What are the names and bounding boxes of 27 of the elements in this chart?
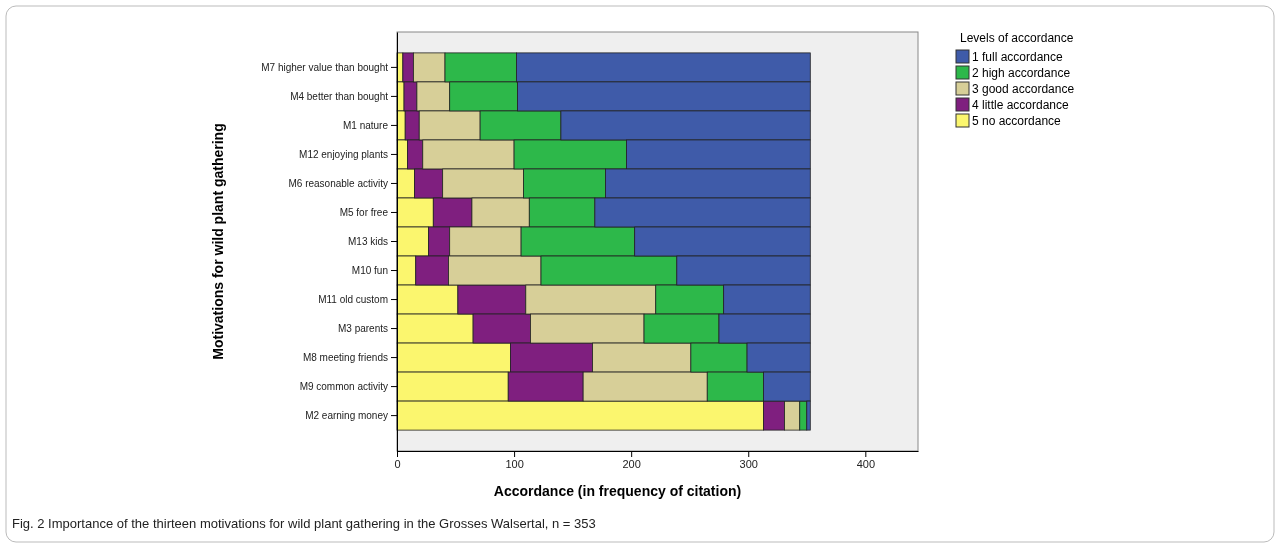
y-tick-label: M4 better than bought bbox=[290, 90, 389, 102]
y-tick-label: M9 common activity bbox=[299, 380, 388, 392]
y-axis-title: Motivations for wild plant gathering bbox=[210, 123, 226, 360]
x-axis-title: Accordance (in frequency of citation) bbox=[493, 483, 742, 499]
legend-title: Levels of accordance bbox=[960, 31, 1074, 45]
x-tick-label: 0 bbox=[394, 457, 401, 470]
legend-label: 1 full accordance bbox=[972, 50, 1064, 64]
y-tick-label: M3 parents bbox=[337, 322, 388, 334]
y-tick-label: M8 meeting friends bbox=[302, 351, 388, 363]
y-tick-label: M13 kids bbox=[347, 235, 388, 247]
legend-label: 3 good accordance bbox=[972, 82, 1075, 96]
y-tick-label: M1 nature bbox=[342, 119, 389, 131]
caption: Fig. 2 Importance of the thirteen motivations for wild plant gathering in the Grosses Walsertal, n = 353 bbox=[12, 516, 596, 531]
legend-label: 5 no accordance bbox=[972, 114, 1062, 128]
y-tick-label: M12 enjoying plants bbox=[299, 148, 388, 160]
y-tick-label: M5 for free bbox=[339, 206, 389, 218]
x-tick-label: 100 bbox=[505, 457, 524, 470]
y-tick-label: M6 reasonable activity bbox=[288, 177, 388, 189]
x-tick-label: 400 bbox=[856, 457, 875, 470]
y-tick-label: M11 old custom bbox=[318, 293, 388, 305]
y-tick-label: M2 earning money bbox=[305, 409, 388, 421]
y-tick-label: M7 higher value than bought bbox=[261, 61, 389, 73]
legend-label: 4 little accordance bbox=[972, 98, 1070, 112]
legend-label: 2 high accordance bbox=[972, 66, 1071, 80]
x-tick-label: 300 bbox=[739, 457, 758, 470]
y-tick-label: M10 fun bbox=[351, 264, 388, 276]
x-tick-label: 200 bbox=[622, 457, 641, 470]
